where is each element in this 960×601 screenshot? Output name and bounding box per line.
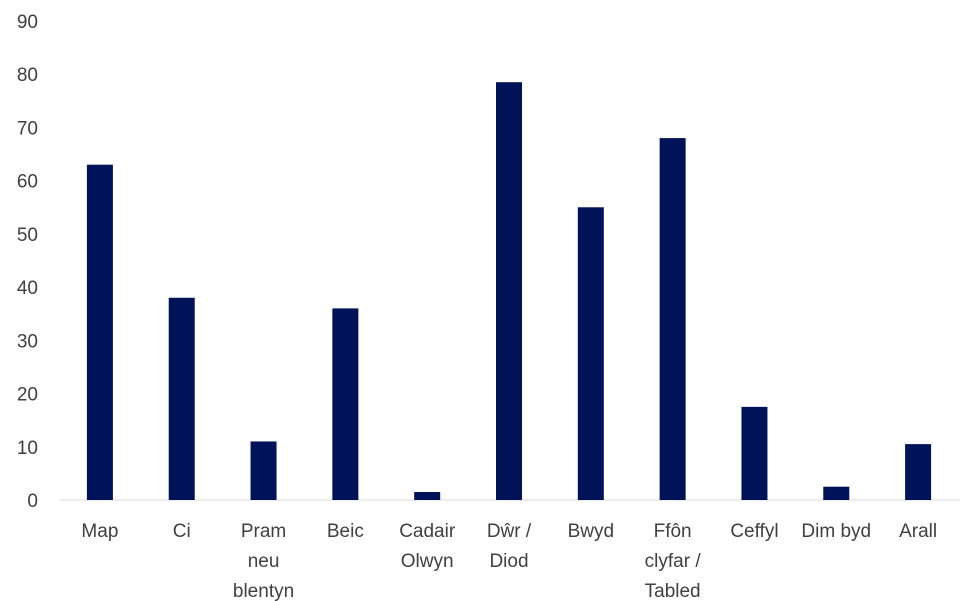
category-label-line: Ci <box>173 521 191 542</box>
category-label-line: Ffôn <box>654 521 692 542</box>
category-label-line: Arall <box>899 521 937 542</box>
bar <box>659 138 686 501</box>
bar <box>414 492 441 500</box>
bar <box>577 207 604 500</box>
category-label: Dŵr / Diod <box>487 521 532 572</box>
category-label-line: Map <box>81 521 118 542</box>
y-tick-label: 70 <box>17 118 38 139</box>
bar <box>823 486 850 500</box>
category-label-line: Ceffyl <box>730 521 778 542</box>
category-label: Arall <box>899 521 937 542</box>
category-label-line: neu <box>248 551 280 572</box>
y-tick-label: 50 <box>17 225 38 246</box>
bar <box>741 406 768 500</box>
category-label: Ffôn clyfar / Tabled <box>645 521 702 601</box>
y-tick-label: 60 <box>17 172 38 193</box>
category-label-line: Diod <box>489 551 528 572</box>
category-label: Ci <box>173 521 191 542</box>
bar <box>496 82 522 500</box>
category-label-line: Cadair <box>399 521 456 542</box>
category-label: Dim byd <box>801 521 871 542</box>
category-label: Beic <box>327 521 364 542</box>
category-label: Cadair Olwyn <box>399 521 456 572</box>
bar <box>168 297 195 500</box>
y-tick-label: 0 <box>27 491 38 512</box>
category-label-line: blentyn <box>233 581 294 601</box>
category-label-line: clyfar / <box>645 551 702 572</box>
y-tick-label: 20 <box>17 385 38 406</box>
bar <box>86 164 113 500</box>
y-tick-label: 90 <box>17 12 38 33</box>
category-label-line: Pram <box>241 521 286 542</box>
bar <box>332 308 359 500</box>
category-label-line: Beic <box>327 521 364 542</box>
y-tick-label: 10 <box>17 438 38 459</box>
category-label: Ceffyl <box>730 521 778 542</box>
bar <box>905 444 932 500</box>
bars <box>86 82 932 501</box>
category-label-line: Dŵr / <box>487 521 532 542</box>
category-label: Bwyd <box>568 521 614 542</box>
category-label: Map <box>81 521 118 542</box>
category-label-line: Dim byd <box>801 521 871 542</box>
y-tick-label: 30 <box>17 331 38 352</box>
category-label: Pram neu blentyn <box>233 521 294 601</box>
category-label-line: Tabled <box>645 581 701 601</box>
y-axis-ticks: 0 10 20 30 40 50 60 70 80 90 <box>17 12 38 512</box>
category-label-line: Bwyd <box>568 521 614 542</box>
y-tick-label: 80 <box>17 65 38 86</box>
bar <box>250 441 277 500</box>
category-label-line: Olwyn <box>401 551 454 572</box>
y-tick-label: 40 <box>17 278 38 299</box>
